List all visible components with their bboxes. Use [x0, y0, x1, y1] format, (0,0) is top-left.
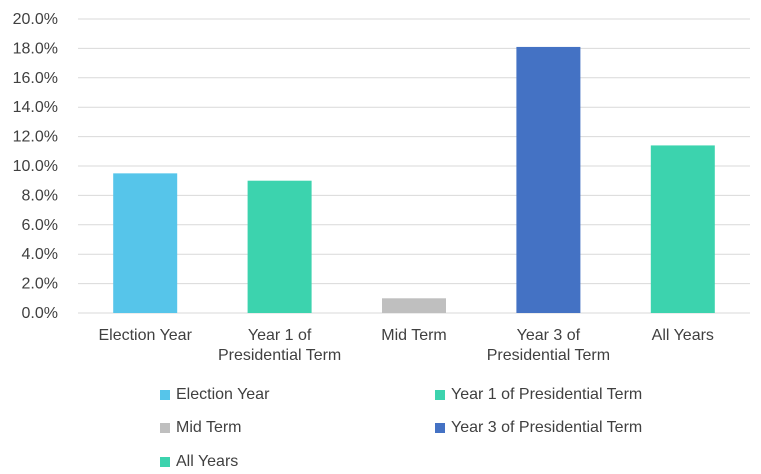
- y-tick-label: 18.0%: [13, 40, 58, 57]
- legend-swatch: [160, 390, 170, 400]
- legend: Election Year Year 1 of Presidential Ter…: [160, 378, 720, 470]
- legend-swatch: [160, 423, 170, 433]
- y-tick-label: 16.0%: [13, 70, 58, 87]
- x-tick-label: Year 3 of Presidential Term: [487, 327, 610, 364]
- y-axis-ticks: 0.0% 2.0% 4.0% 6.0% 8.0% 10.0% 12.0% 14.0% 16.0%…: [13, 11, 58, 322]
- x-tick-label: Election Year: [98, 327, 192, 344]
- y-tick-label: 6.0%: [22, 217, 58, 234]
- legend-label: Year 1 of Presidential Term: [451, 386, 643, 403]
- legend-label: Mid Term: [176, 419, 242, 436]
- x-tick-label: All Years: [652, 327, 714, 344]
- bar: [516, 46, 581, 314]
- bar-chart: 0.0% 2.0% 4.0% 6.0% 8.0% 10.0% 12.0% 14.0% 16.0%…: [13, 11, 750, 364]
- legend-label: All Years: [176, 453, 239, 470]
- y-tick-label: 10.0%: [13, 158, 58, 175]
- legend-swatch: [160, 457, 170, 467]
- y-tick-label: 2.0%: [22, 276, 58, 293]
- y-tick-label: 12.0%: [13, 129, 58, 146]
- legend-item-election-year: Election Year: [160, 383, 269, 407]
- y-tick-label: 4.0%: [22, 246, 58, 263]
- gridlines: [78, 18, 750, 314]
- legend-item-year-3: Year 3 of Presidential Term: [435, 416, 642, 440]
- bar: [650, 145, 715, 313]
- legend-item-all-years: All Years: [160, 450, 238, 474]
- x-axis-labels: Election Year Year 1 of Presidential Term M…: [98, 327, 713, 364]
- legend-label: Election Year: [176, 386, 270, 403]
- legend-item-mid-term: Mid Term: [160, 416, 242, 440]
- y-tick-label: 0.0%: [22, 305, 58, 322]
- bar: [382, 298, 446, 313]
- y-tick-label: 20.0%: [13, 11, 58, 28]
- bar: [247, 180, 312, 313]
- legend-item-year-1: Year 1 of Presidential Term: [435, 383, 642, 407]
- bar: [113, 173, 178, 313]
- y-tick-label: 14.0%: [13, 99, 58, 116]
- legend-label: Year 3 of Presidential Term: [451, 419, 643, 436]
- x-tick-label: Mid Term: [381, 327, 447, 344]
- bars: [113, 46, 715, 314]
- y-tick-label: 8.0%: [22, 187, 58, 204]
- legend-swatch: [435, 390, 445, 400]
- x-tick-label: Year 1 of Presidential Term: [218, 327, 341, 364]
- legend-swatch: [435, 423, 445, 433]
